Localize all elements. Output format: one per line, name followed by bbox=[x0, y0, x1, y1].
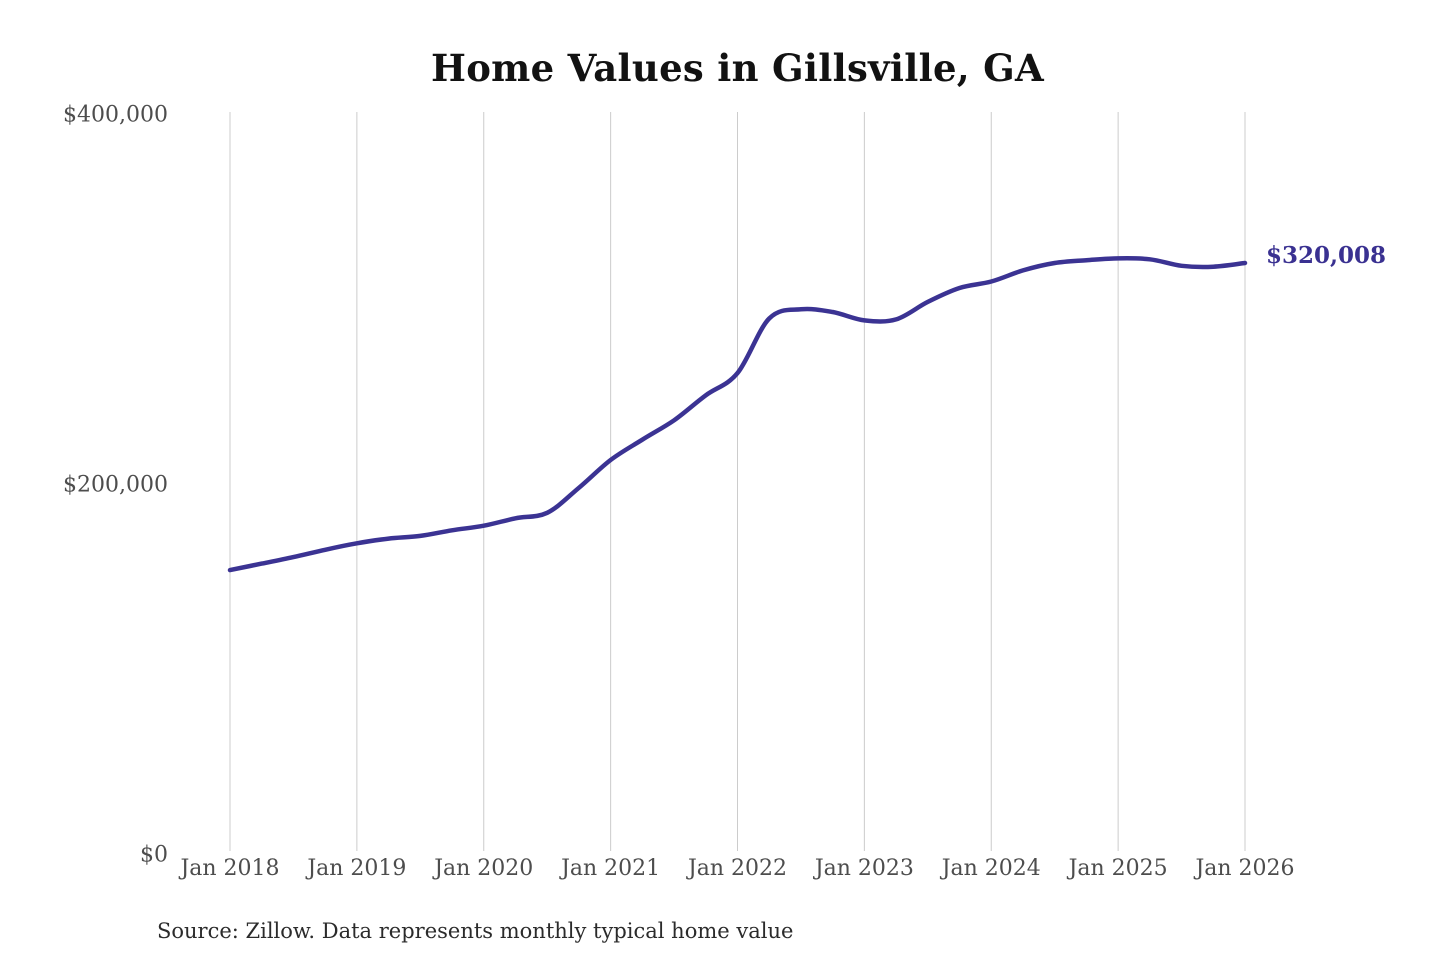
x-tick-label: Jan 2019 bbox=[307, 856, 407, 881]
home-value-line bbox=[227, 256, 1248, 573]
x-tick-label: Jan 2026 bbox=[1195, 856, 1295, 881]
y-tick-label: $200,000 bbox=[63, 472, 168, 498]
y-tick-label: $0 bbox=[140, 842, 168, 868]
chart-title: Home Values in Gillsville, GA bbox=[430, 46, 1045, 90]
x-tick-label: Jan 2018 bbox=[180, 856, 280, 881]
latest-value-annotation: $320,008 bbox=[1266, 241, 1387, 269]
x-tick-label: Jan 2023 bbox=[814, 856, 914, 881]
x-tick-label: Jan 2020 bbox=[434, 856, 534, 881]
x-tick-label: Jan 2024 bbox=[941, 856, 1041, 881]
source-note: Source: Zillow. Data represents monthly … bbox=[157, 919, 794, 943]
x-tick-label: Jan 2022 bbox=[687, 856, 788, 881]
y-tick-label: $400,000 bbox=[63, 102, 168, 128]
x-tick-label: Jan 2021 bbox=[561, 856, 661, 881]
x-tick-label: Jan 2025 bbox=[1068, 856, 1168, 881]
